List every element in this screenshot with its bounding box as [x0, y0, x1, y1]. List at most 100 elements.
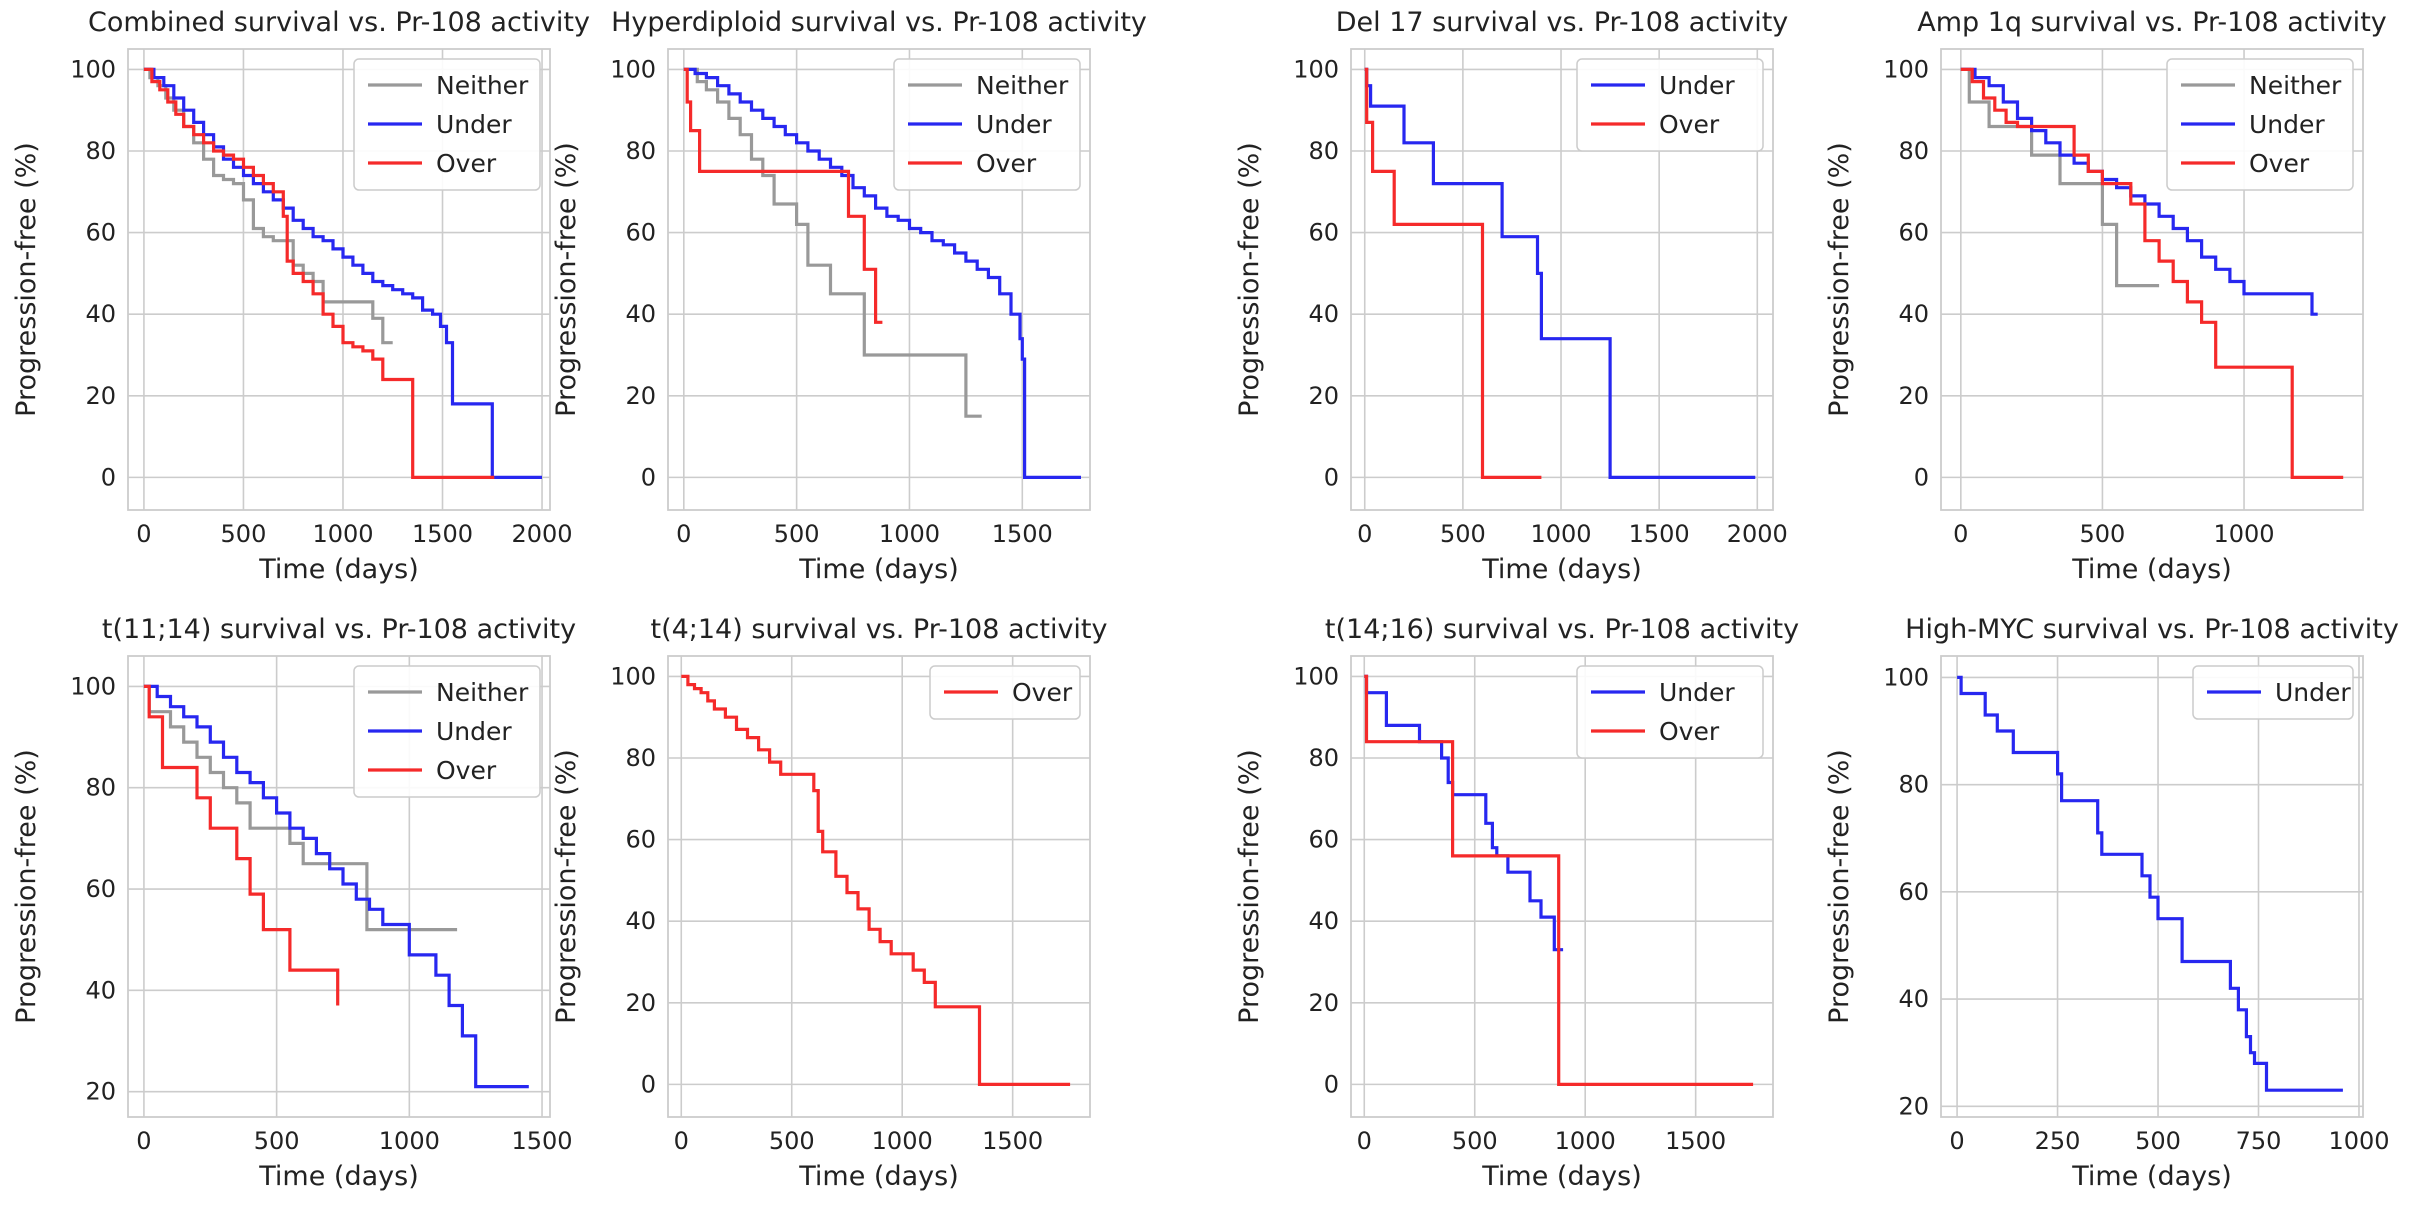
x-tick-label: 500 — [2135, 1127, 2181, 1155]
x-tick-label: 0 — [676, 520, 691, 548]
x-tick-label: 1000 — [312, 520, 373, 548]
series-line-over — [1364, 674, 1754, 1086]
y-tick-label: 20 — [1898, 382, 1929, 410]
y-tick-label: 20 — [1308, 989, 1339, 1017]
legend-box — [893, 58, 1081, 191]
x-tick-label: 0 — [1949, 1127, 1964, 1155]
y-tick-label: 80 — [625, 744, 656, 772]
x-tick-label: 1000 — [2328, 1127, 2389, 1155]
x-tick-label: 1000 — [2214, 520, 2275, 548]
legend-label-over: Over — [1659, 110, 1720, 139]
legend-label-over: Over — [436, 756, 497, 785]
legend-label-under: Under — [436, 110, 512, 139]
plot-frame — [667, 48, 1091, 511]
legend-label-under: Under — [1659, 71, 1735, 100]
series-line-under — [1364, 674, 1564, 952]
y-tick-label: 100 — [610, 55, 656, 83]
legend-label-neither: Neither — [2249, 71, 2342, 100]
x-axis-label: Time (days) — [1481, 1161, 1641, 1192]
series-line-over — [681, 674, 1071, 1086]
y-tick-label: 80 — [85, 137, 116, 165]
legend: Under — [2192, 665, 2354, 720]
series-line-under — [683, 67, 1081, 479]
series-line-over — [1960, 67, 2344, 479]
y-tick-label: 0 — [1324, 463, 1339, 491]
y-tick-label: 60 — [1308, 826, 1339, 854]
x-tick-label: 1000 — [879, 520, 940, 548]
y-tick-label: 100 — [70, 55, 116, 83]
y-tick-label: 100 — [1293, 55, 1339, 83]
y-axis-label: Progression-free (%) — [551, 749, 582, 1024]
y-tick-label: 80 — [1308, 744, 1339, 772]
legend: Neither Under Over — [353, 58, 541, 191]
x-tick-label: 500 — [769, 1127, 815, 1155]
x-axis-label: Time (days) — [258, 1161, 418, 1192]
legend-label-under: Under — [1659, 678, 1735, 707]
x-tick-label: 500 — [1440, 520, 1486, 548]
y-tick-label: 20 — [625, 989, 656, 1017]
y-tick-label: 0 — [1324, 1070, 1339, 1098]
x-tick-label: 1500 — [1629, 520, 1690, 548]
y-tick-label: 80 — [625, 137, 656, 165]
chart-title: t(11;14) survival vs. Pr-108 activity — [102, 614, 576, 645]
y-tick-label: 60 — [85, 875, 116, 903]
series-line-neither — [143, 684, 458, 932]
x-axis-label: Time (days) — [1481, 554, 1641, 585]
legend-box — [1576, 665, 1764, 759]
x-tick-label: 1500 — [511, 1127, 572, 1155]
chart-panel-4: 0 500 1000 0 20 40 60 80 100 Amp 1q survival vs. … — [1824, 7, 2387, 585]
y-tick-label: 60 — [625, 826, 656, 854]
legend: Under Over — [1576, 58, 1764, 152]
y-tick-label: 40 — [625, 907, 656, 935]
y-tick-label: 40 — [1308, 300, 1339, 328]
y-tick-label: 100 — [1883, 55, 1929, 83]
plot-frame — [1940, 655, 2364, 1118]
legend-box — [2166, 58, 2354, 191]
legend: Under Over — [1576, 665, 1764, 759]
x-tick-label: 500 — [221, 520, 267, 548]
series-line-over — [143, 684, 340, 1006]
x-axis-label: Time (days) — [798, 1161, 958, 1192]
x-tick-label: 1000 — [1555, 1127, 1616, 1155]
y-tick-label: 80 — [1308, 137, 1339, 165]
legend-label-over: Over — [436, 149, 497, 178]
y-tick-label: 60 — [1898, 219, 1929, 247]
x-axis-label: Time (days) — [2071, 554, 2231, 585]
legend-label-over: Over — [1012, 678, 1073, 707]
x-tick-label: 0 — [1357, 520, 1372, 548]
x-tick-label: 2000 — [1727, 520, 1788, 548]
y-tick-label: 100 — [1883, 663, 1929, 691]
x-tick-label: 1500 — [982, 1127, 1043, 1155]
x-tick-label: 0 — [136, 520, 151, 548]
legend-label-under: Under — [2249, 110, 2325, 139]
y-tick-label: 100 — [70, 672, 116, 700]
x-tick-label: 1000 — [379, 1127, 440, 1155]
y-axis-label: Progression-free (%) — [11, 142, 42, 417]
series-line-over — [1364, 67, 1542, 479]
legend-label-neither: Neither — [436, 678, 529, 707]
chart-panel-1: 0 500 1000 1500 2000 0 20 40 60 80 100 Combined sur… — [11, 7, 590, 585]
series-line-under — [143, 684, 529, 1089]
y-axis-label: Progression-free (%) — [1234, 749, 1265, 1024]
y-tick-label: 20 — [625, 382, 656, 410]
chart-title: t(4;14) survival vs. Pr-108 activity — [650, 614, 1107, 645]
x-tick-label: 1000 — [1530, 520, 1591, 548]
x-axis-label: Time (days) — [798, 554, 958, 585]
y-tick-label: 40 — [85, 300, 116, 328]
legend-box — [929, 665, 1081, 720]
y-tick-label: 40 — [1898, 985, 1929, 1013]
series-line-under — [143, 67, 542, 479]
plot-frame — [1350, 655, 1774, 1118]
x-tick-label: 500 — [1452, 1127, 1498, 1155]
legend-box — [353, 665, 541, 798]
x-axis-label: Time (days) — [2071, 1161, 2231, 1192]
y-tick-label: 40 — [85, 976, 116, 1004]
x-tick-label: 500 — [254, 1127, 300, 1155]
x-tick-label: 1500 — [992, 520, 1053, 548]
y-tick-label: 40 — [1308, 907, 1339, 935]
plot-frame — [1940, 48, 2364, 511]
x-tick-label: 2000 — [511, 520, 572, 548]
y-tick-label: 100 — [1293, 662, 1339, 690]
y-tick-label: 20 — [85, 1078, 116, 1106]
y-tick-label: 100 — [610, 662, 656, 690]
